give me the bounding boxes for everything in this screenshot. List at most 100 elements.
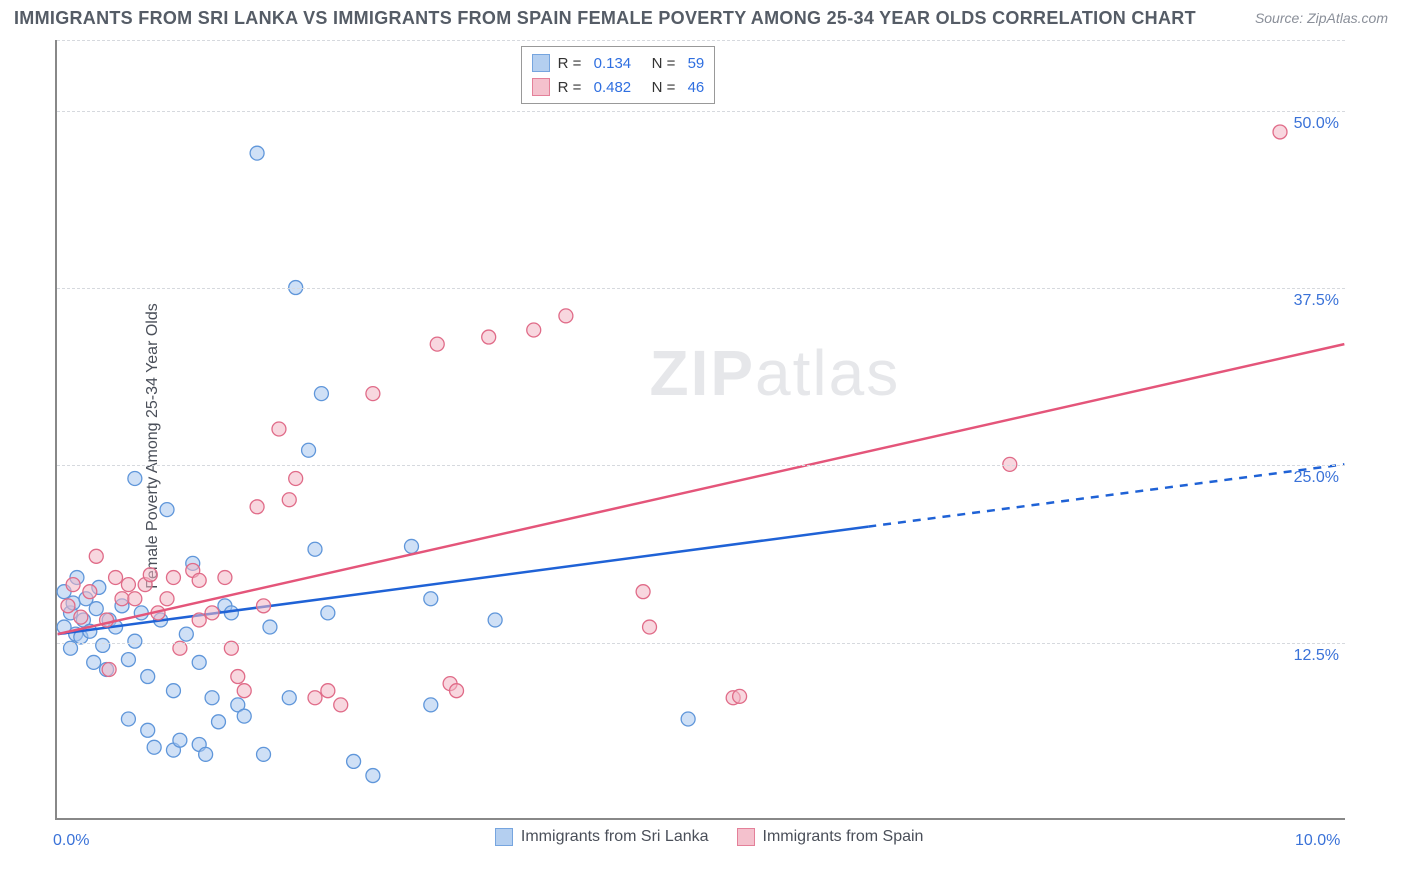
chart-title: IMMIGRANTS FROM SRI LANKA VS IMMIGRANTS … <box>14 8 1196 29</box>
scatter-point-spain <box>482 330 496 344</box>
legend-n-label: N = <box>639 79 679 96</box>
plot-area: ZIPatlas R = 0.134 N = 59R = 0.482 N = 4… <box>55 40 1345 820</box>
scatter-point-spain <box>192 573 206 587</box>
scatter-point-sri_lanka <box>488 613 502 627</box>
legend-r-value: 0.482 <box>594 79 632 96</box>
scatter-point-sri_lanka <box>89 602 103 616</box>
scatter-point-spain <box>559 309 573 323</box>
scatter-point-spain <box>143 568 157 582</box>
legend-correlation-box: R = 0.134 N = 59R = 0.482 N = 46 <box>521 46 716 104</box>
scatter-point-sri_lanka <box>250 146 264 160</box>
legend-swatch <box>737 828 755 846</box>
legend-corr-row-sri_lanka: R = 0.134 N = 59 <box>532 51 705 75</box>
legend-n-value: 46 <box>688 79 705 96</box>
legend-n-value: 59 <box>688 55 705 72</box>
legend-r-label: R = <box>558 79 586 96</box>
scatter-point-sri_lanka <box>308 542 322 556</box>
scatter-point-spain <box>218 571 232 585</box>
scatter-point-sri_lanka <box>321 606 335 620</box>
scatter-point-sri_lanka <box>314 387 328 401</box>
y-tick-label: 50.0% <box>1294 115 1339 133</box>
scatter-point-sri_lanka <box>205 691 219 705</box>
scatter-point-spain <box>102 662 116 676</box>
scatter-point-sri_lanka <box>179 627 193 641</box>
legend-series-label: Immigrants from Spain <box>763 828 924 846</box>
scatter-point-spain <box>89 549 103 563</box>
scatter-point-sri_lanka <box>121 653 135 667</box>
legend-series-label: Immigrants from Sri Lanka <box>521 828 709 846</box>
y-tick-label: 25.0% <box>1294 469 1339 487</box>
scatter-point-spain <box>74 610 88 624</box>
source-attribution: Source: ZipAtlas.com <box>1255 10 1388 26</box>
scatter-point-spain <box>109 571 123 585</box>
scatter-point-sri_lanka <box>282 691 296 705</box>
scatter-point-spain <box>121 578 135 592</box>
scatter-point-spain <box>321 684 335 698</box>
scatter-point-spain <box>366 387 380 401</box>
scatter-point-sri_lanka <box>237 709 251 723</box>
scatter-point-sri_lanka <box>141 723 155 737</box>
scatter-point-spain <box>282 493 296 507</box>
scatter-point-spain <box>115 592 129 606</box>
scatter-point-sri_lanka <box>160 503 174 517</box>
scatter-point-sri_lanka <box>192 655 206 669</box>
scatter-point-sri_lanka <box>173 733 187 747</box>
scatter-point-sri_lanka <box>424 698 438 712</box>
scatter-point-spain <box>289 472 303 486</box>
scatter-point-spain <box>250 500 264 514</box>
scatter-point-spain <box>527 323 541 337</box>
scatter-point-spain <box>231 670 245 684</box>
x-tick-label: 0.0% <box>53 832 89 850</box>
legend-n-label: N = <box>639 55 679 72</box>
gridline <box>57 643 1345 644</box>
scatter-point-spain <box>450 684 464 698</box>
scatter-point-sri_lanka <box>141 670 155 684</box>
scatter-point-spain <box>1003 457 1017 471</box>
x-tick-label: 10.0% <box>1295 832 1340 850</box>
scatter-point-spain <box>66 578 80 592</box>
scatter-point-sri_lanka <box>366 769 380 783</box>
scatter-point-spain <box>308 691 322 705</box>
scatter-point-sri_lanka <box>347 754 361 768</box>
gridline <box>57 111 1345 112</box>
svg-layer <box>57 40 1345 818</box>
scatter-point-sri_lanka <box>121 712 135 726</box>
scatter-point-spain <box>128 592 142 606</box>
scatter-point-spain <box>205 606 219 620</box>
scatter-point-sri_lanka <box>128 472 142 486</box>
scatter-point-sri_lanka <box>166 684 180 698</box>
scatter-point-sri_lanka <box>87 655 101 669</box>
scatter-point-sri_lanka <box>257 747 271 761</box>
legend-swatch <box>532 78 550 96</box>
y-tick-label: 37.5% <box>1294 292 1339 310</box>
gridline <box>57 465 1345 466</box>
scatter-point-spain <box>636 585 650 599</box>
scatter-point-spain <box>166 571 180 585</box>
scatter-point-spain <box>1273 125 1287 139</box>
legend-series-item-spain: Immigrants from Spain <box>737 828 924 846</box>
scatter-point-spain <box>257 599 271 613</box>
scatter-point-sri_lanka <box>424 592 438 606</box>
scatter-point-spain <box>272 422 286 436</box>
scatter-point-sri_lanka <box>681 712 695 726</box>
scatter-point-sri_lanka <box>199 747 213 761</box>
scatter-point-spain <box>733 689 747 703</box>
scatter-point-spain <box>430 337 444 351</box>
scatter-point-spain <box>61 599 75 613</box>
scatter-point-sri_lanka <box>147 740 161 754</box>
scatter-point-sri_lanka <box>128 634 142 648</box>
gridline <box>57 288 1345 289</box>
legend-series: Immigrants from Sri Lanka Immigrants from… <box>495 828 924 846</box>
legend-series-item-sri_lanka: Immigrants from Sri Lanka <box>495 828 709 846</box>
scatter-point-sri_lanka <box>263 620 277 634</box>
scatter-point-sri_lanka <box>302 443 316 457</box>
legend-r-value: 0.134 <box>594 55 632 72</box>
scatter-point-sri_lanka <box>405 539 419 553</box>
legend-r-label: R = <box>558 55 586 72</box>
y-tick-label: 12.5% <box>1294 647 1339 665</box>
scatter-point-spain <box>192 613 206 627</box>
gridline <box>57 40 1345 41</box>
trend-line-dashed-sri_lanka <box>868 464 1344 526</box>
scatter-point-sri_lanka <box>212 715 226 729</box>
scatter-point-spain <box>83 585 97 599</box>
